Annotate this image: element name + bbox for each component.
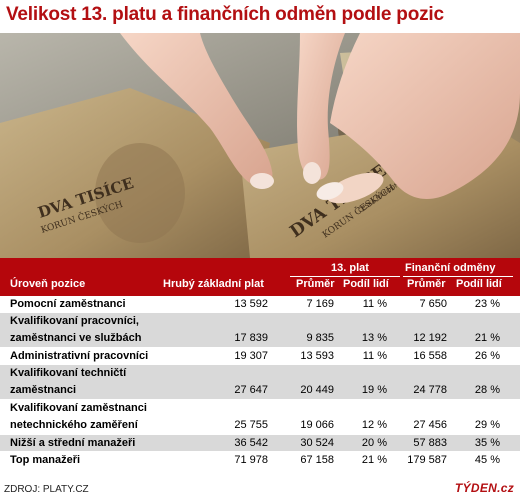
row-13th-average: 30 524: [300, 437, 334, 449]
row-position-name: Top manažeři: [10, 454, 81, 466]
header-level: Úroveň pozice: [10, 278, 86, 290]
row-base-salary: 13 592: [234, 298, 268, 310]
header-13th: 13. plat: [331, 262, 369, 274]
row-bonus-average: 12 192: [413, 332, 447, 344]
table-row: Pomocní zaměstnanci 13 592 7 169 11 % 7 650 2…: [0, 296, 520, 313]
row-13th-share: 13 %: [361, 332, 387, 344]
header-base: Hrubý základní plat: [163, 278, 264, 290]
row-base-salary: 36 542: [234, 437, 268, 449]
row-13th-share: 20 %: [361, 437, 387, 449]
table-header: Úroveň pozice Hrubý základní plat 13. pl…: [0, 258, 520, 296]
row-position-name: zaměstnanci: [10, 384, 77, 396]
row-position-name: netechnického zaměření: [10, 419, 138, 431]
row-bonus-share: 26 %: [474, 350, 500, 362]
row-13th-share: 19 %: [361, 384, 387, 396]
row-bonus-average: 16 558: [413, 350, 447, 362]
row-13th-average: 19 066: [300, 419, 334, 431]
row-13th-share: 11 %: [362, 350, 387, 362]
row-base-salary: 19 307: [234, 350, 268, 362]
row-bonus-share: 29 %: [474, 419, 500, 431]
row-bonus-average: 57 883: [413, 437, 447, 449]
row-bonus-average: 24 778: [413, 384, 447, 396]
row-13th-average: 9 835: [306, 332, 334, 344]
row-bonus-share: 21 %: [474, 332, 500, 344]
row-position-name: Nižší a střední manažeři: [10, 437, 136, 449]
table-row: Top manažeři 71 978 67 158 21 % 179 587 45 %: [0, 452, 520, 469]
row-position-name: Administrativní pracovníci: [10, 350, 149, 362]
row-base-salary: 17 839: [234, 332, 268, 344]
row-position-name: zaměstnanci ve službách: [10, 332, 142, 344]
tyden-logo: TÝDEN.cz: [454, 481, 514, 495]
row-bonus-average: 179 587: [407, 454, 447, 466]
row-position-name: Kvalifikovaní zaměstnanci: [10, 402, 147, 414]
row-bonus-share: 28 %: [474, 384, 500, 396]
header-bonus-underline: [403, 276, 513, 277]
row-position-name: Pomocní zaměstnanci: [10, 298, 126, 310]
header-13th-underline: [290, 276, 400, 277]
row-bonus-share: 45 %: [474, 454, 500, 466]
row-13th-share: 12 %: [361, 419, 387, 431]
row-13th-share: 11 %: [362, 298, 387, 310]
row-position-name: Kvalifikovaní techničtí: [10, 367, 127, 379]
source-note: ZDROJ: PLATY.CZ: [4, 484, 89, 495]
row-base-salary: 27 647: [234, 384, 268, 396]
header-bonus: Finanční odměny: [405, 262, 496, 274]
header-share-bonus: Podíl lidí: [456, 278, 502, 290]
header-avg-bonus: Průměr: [407, 278, 446, 290]
table-row: Kvalifikovaní pracovníci, zaměstnanci ve …: [0, 313, 520, 348]
row-base-salary: 25 755: [234, 419, 268, 431]
row-13th-share: 21 %: [361, 454, 387, 466]
row-bonus-share: 35 %: [474, 437, 500, 449]
table-row: Kvalifikovaní techničtí zaměstnanci 27 647…: [0, 365, 520, 400]
row-position-name: Kvalifikovaní pracovníci,: [10, 315, 139, 327]
row-13th-average: 20 449: [300, 384, 334, 396]
row-13th-average: 7 169: [306, 298, 334, 310]
table-row: Administrativní pracovníci 19 307 13 593 11…: [0, 348, 520, 365]
row-base-salary: 71 978: [234, 454, 268, 466]
row-13th-average: 13 593: [300, 350, 334, 362]
row-bonus-average: 27 456: [413, 419, 447, 431]
row-13th-average: 67 158: [300, 454, 334, 466]
banknotes-photo: 2000 DVA TISÍCE KORUN ČESKÝCH DVA TISÍCE…: [0, 33, 520, 258]
header-avg-13th: Průměr: [296, 278, 335, 290]
table-row: Kvalifikovaní zaměstnanci netechnického z…: [0, 400, 520, 435]
header-share-13th: Podíl lidí: [343, 278, 389, 290]
row-bonus-average: 7 650: [419, 298, 447, 310]
table-body: Pomocní zaměstnanci 13 592 7 169 11 % 7 650 2…: [0, 296, 520, 469]
page-title: Velikost 13. platu a finančních odměn po…: [6, 4, 444, 25]
row-bonus-share: 23 %: [474, 298, 500, 310]
table-row: Nižší a střední manažeři 36 542 30 524 20 %…: [0, 435, 520, 452]
